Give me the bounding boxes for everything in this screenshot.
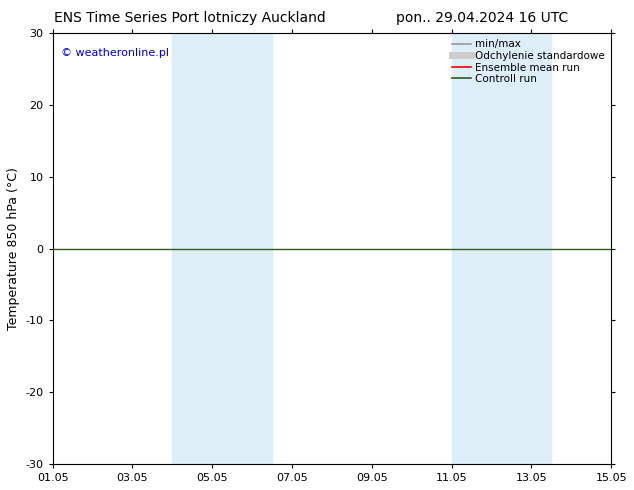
Text: © weatheronline.pl: © weatheronline.pl	[61, 48, 169, 58]
Bar	[172, 33, 272, 464]
Bar	[451, 33, 552, 464]
Y-axis label: Temperature 850 hPa (°C): Temperature 850 hPa (°C)	[7, 167, 20, 330]
Legend: min/max, Odchylenie standardowe, Ensemble mean run, Controll run: min/max, Odchylenie standardowe, Ensembl…	[448, 35, 609, 88]
Text: ENS Time Series Port lotniczy Auckland: ENS Time Series Port lotniczy Auckland	[55, 11, 326, 25]
Text: pon.. 29.04.2024 16 UTC: pon.. 29.04.2024 16 UTC	[396, 11, 568, 25]
